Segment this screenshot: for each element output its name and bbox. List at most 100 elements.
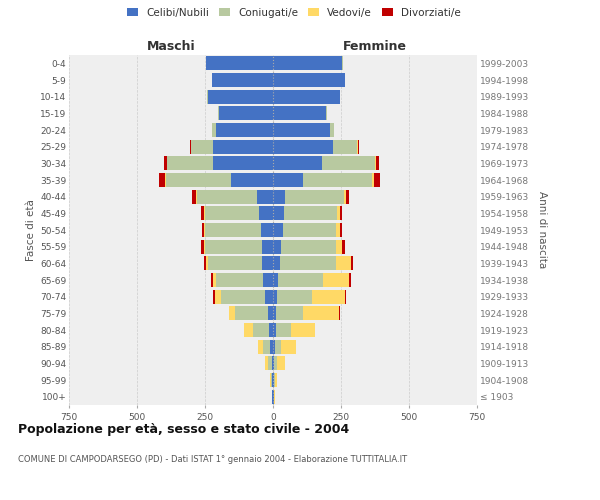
Bar [273, 340, 275, 354]
Bar [273, 156, 322, 170]
Bar [263, 340, 270, 354]
Bar [340, 206, 343, 220]
Bar [273, 290, 277, 304]
Bar [280, 256, 335, 270]
Bar [326, 106, 327, 120]
Bar [221, 290, 265, 304]
Bar [269, 323, 273, 337]
Bar [303, 173, 372, 187]
Bar [268, 356, 272, 370]
Bar [205, 240, 262, 254]
Bar [265, 356, 268, 370]
Bar [333, 140, 358, 154]
Bar [278, 273, 323, 287]
Bar [204, 256, 206, 270]
Bar [192, 190, 196, 204]
Bar [358, 140, 359, 154]
Bar [272, 373, 273, 387]
Bar [273, 223, 283, 237]
Bar [213, 273, 216, 287]
Bar [304, 306, 339, 320]
Bar [273, 123, 330, 137]
Bar [322, 156, 375, 170]
Bar [323, 273, 349, 287]
Bar [281, 240, 335, 254]
Bar [215, 290, 221, 304]
Bar [343, 240, 345, 254]
Text: COMUNE DI CAMPODARSEGO (PD) - Dati ISTAT 1° gennaio 2004 - Elaborazione TUTTITAL: COMUNE DI CAMPODARSEGO (PD) - Dati ISTAT… [18, 455, 407, 464]
Bar [205, 206, 259, 220]
Bar [258, 340, 263, 354]
Bar [212, 123, 216, 137]
Bar [231, 173, 273, 187]
Bar [376, 156, 379, 170]
Bar [229, 306, 235, 320]
Bar [213, 290, 215, 304]
Text: Popolazione per età, sesso e stato civile - 2004: Popolazione per età, sesso e stato civil… [18, 422, 349, 436]
Bar [216, 123, 273, 137]
Bar [204, 206, 205, 220]
Bar [166, 173, 231, 187]
Bar [276, 306, 304, 320]
Bar [271, 373, 272, 387]
Bar [197, 190, 257, 204]
Bar [346, 190, 349, 204]
Bar [270, 340, 273, 354]
Bar [273, 240, 281, 254]
Bar [285, 190, 344, 204]
Bar [290, 323, 315, 337]
Bar [277, 356, 285, 370]
Bar [244, 323, 253, 337]
Bar [273, 306, 276, 320]
Bar [191, 140, 213, 154]
Bar [208, 90, 273, 104]
Bar [208, 256, 262, 270]
Bar [335, 256, 350, 270]
Text: Maschi: Maschi [146, 40, 196, 54]
Bar [273, 56, 343, 70]
Bar [339, 306, 340, 320]
Bar [206, 56, 273, 70]
Bar [216, 273, 263, 287]
Bar [330, 123, 334, 137]
Bar [284, 206, 337, 220]
Bar [273, 73, 345, 87]
Bar [190, 140, 191, 154]
Bar [159, 173, 165, 187]
Bar [274, 356, 277, 370]
Bar [372, 173, 374, 187]
Bar [335, 240, 343, 254]
Bar [335, 223, 340, 237]
Y-axis label: Anni di nascita: Anni di nascita [538, 192, 547, 268]
Bar [206, 256, 208, 270]
Bar [275, 373, 277, 387]
Bar [253, 323, 269, 337]
Bar [259, 206, 273, 220]
Bar [257, 190, 273, 204]
Bar [283, 223, 335, 237]
Text: Femmine: Femmine [343, 40, 407, 54]
Bar [274, 390, 275, 404]
Bar [202, 206, 204, 220]
Bar [202, 240, 203, 254]
Bar [349, 273, 350, 287]
Bar [204, 223, 205, 237]
Bar [268, 306, 273, 320]
Bar [211, 273, 213, 287]
Bar [274, 373, 275, 387]
Bar [262, 240, 273, 254]
Bar [212, 73, 273, 87]
Bar [261, 223, 273, 237]
Bar [273, 173, 303, 187]
Bar [375, 156, 376, 170]
Bar [205, 223, 261, 237]
Bar [374, 173, 380, 187]
Bar [277, 290, 313, 304]
Bar [345, 290, 346, 304]
Bar [213, 156, 273, 170]
Bar [276, 323, 290, 337]
Bar [265, 290, 273, 304]
Bar [281, 340, 296, 354]
Bar [273, 356, 274, 370]
Bar [167, 156, 213, 170]
